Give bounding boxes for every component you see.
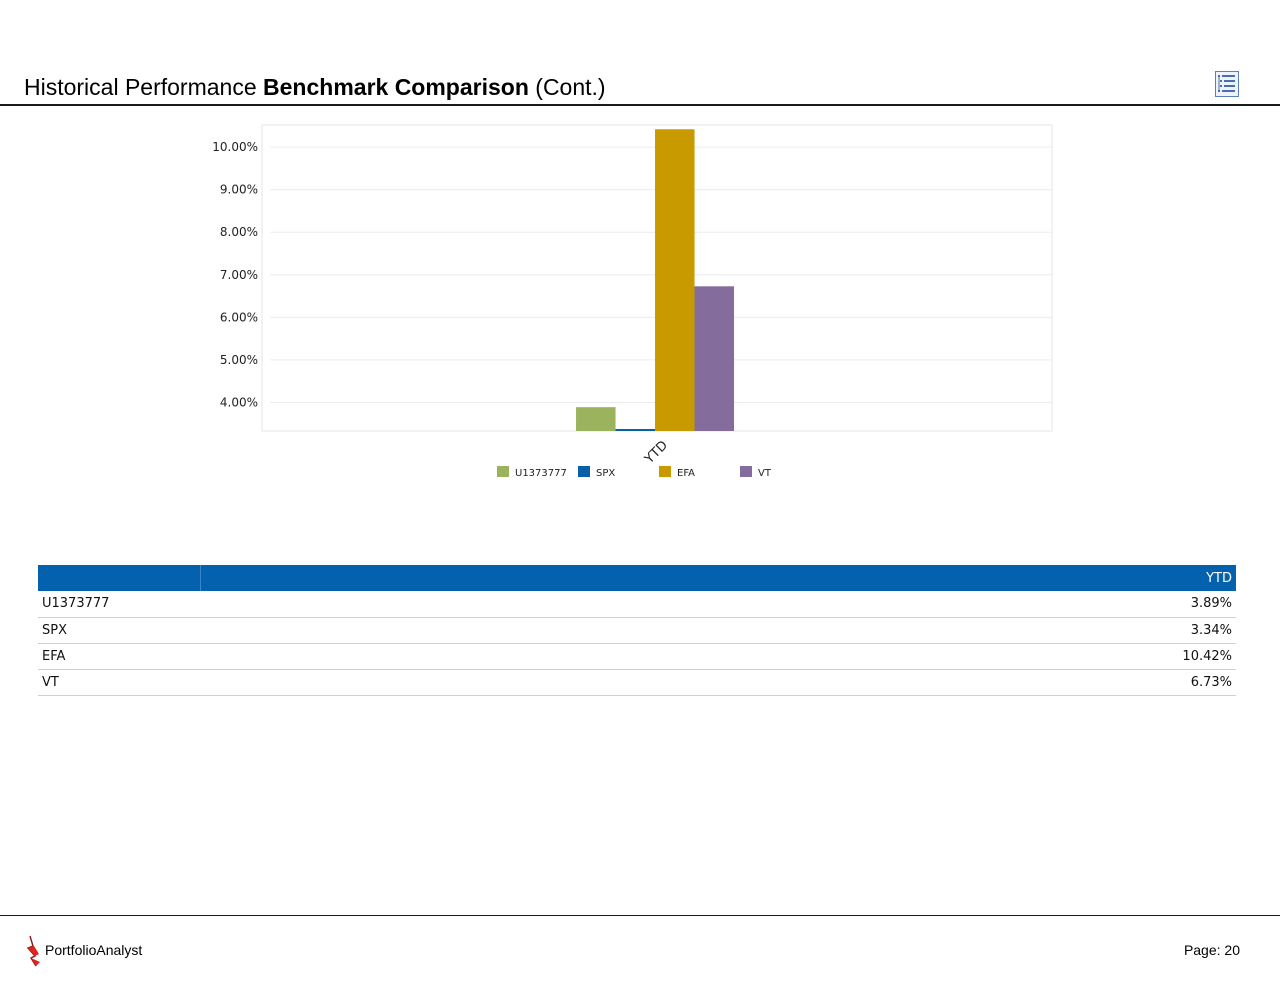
page-header: Historical Performance Benchmark Compari… <box>0 0 1280 106</box>
row-ytd: 6.73% <box>1190 674 1232 690</box>
y-tick-label: 10.00% <box>212 140 258 154</box>
y-tick-label: 5.00% <box>220 353 258 367</box>
page-title: Historical Performance Benchmark Compari… <box>24 74 606 101</box>
y-tick-label: 7.00% <box>220 268 258 282</box>
table-row: EFA 10.42% <box>38 643 1236 669</box>
row-ytd: 3.34% <box>1190 622 1232 638</box>
column-header-name <box>38 565 201 591</box>
page-footer: PortfolioAnalyst Page: 20 <box>0 915 1280 990</box>
legend-swatch-efa <box>659 466 671 477</box>
legend-swatch-spx <box>578 466 590 477</box>
legend-label-efa: EFA <box>677 468 695 479</box>
legend-swatch-vt <box>740 466 752 477</box>
row-name: VT <box>42 674 59 690</box>
title-suffix: (Cont.) <box>535 74 606 100</box>
chart-legend: U1373777 SPX EFA VT <box>497 466 772 479</box>
title-bold: Benchmark Comparison <box>263 74 529 100</box>
y-tick-label: 4.00% <box>220 395 258 409</box>
legend-label-spx: SPX <box>596 468 615 479</box>
bars <box>576 129 735 431</box>
row-name: EFA <box>42 648 66 664</box>
benchmark-bar-chart: 10.00% 9.00% 8.00% 7.00% 6.00% 5.00% 4.00% YTD… <box>212 124 1053 479</box>
table-header-row: YTD <box>38 565 1236 591</box>
y-tick-label: 8.00% <box>220 225 258 239</box>
bar-efa <box>655 129 695 431</box>
legend-label-vt: VT <box>758 468 772 479</box>
bar-u1373777 <box>576 407 616 431</box>
bar-vt <box>694 286 735 431</box>
column-header-ytd: YTD <box>1206 570 1232 586</box>
brand-name: PortfolioAnalyst <box>45 942 143 958</box>
benchmark-table-container: YTD U1373777 3.89% SPX 3.34% EFA 10.42% … <box>38 565 1236 696</box>
y-axis-ticks: 10.00% 9.00% 8.00% 7.00% 6.00% 5.00% 4.00% <box>212 140 258 409</box>
legend-swatch-u1373777 <box>497 466 509 477</box>
bar-spx <box>615 429 656 431</box>
report-list-icon[interactable] <box>1215 71 1239 97</box>
row-ytd: 3.89% <box>1190 596 1232 612</box>
page-number: Page: 20 <box>1183 942 1240 958</box>
table-row: U1373777 3.89% <box>38 591 1236 617</box>
title-prefix: Historical Performance <box>24 74 257 100</box>
legend-label-u1373777: U1373777 <box>515 468 567 479</box>
table-row: VT 6.73% <box>38 669 1236 695</box>
row-name: U1373777 <box>42 596 110 612</box>
y-tick-label: 9.00% <box>220 183 258 197</box>
table-row: SPX 3.34% <box>38 617 1236 643</box>
benchmark-table: YTD U1373777 3.89% SPX 3.34% EFA 10.42% … <box>38 565 1236 696</box>
portfolioanalyst-logo-icon <box>26 935 40 967</box>
row-name: SPX <box>42 622 67 638</box>
x-tick-label-ytd: YTD <box>641 438 671 468</box>
row-ytd: 10.42% <box>1182 648 1232 664</box>
y-tick-label: 6.00% <box>220 310 258 324</box>
